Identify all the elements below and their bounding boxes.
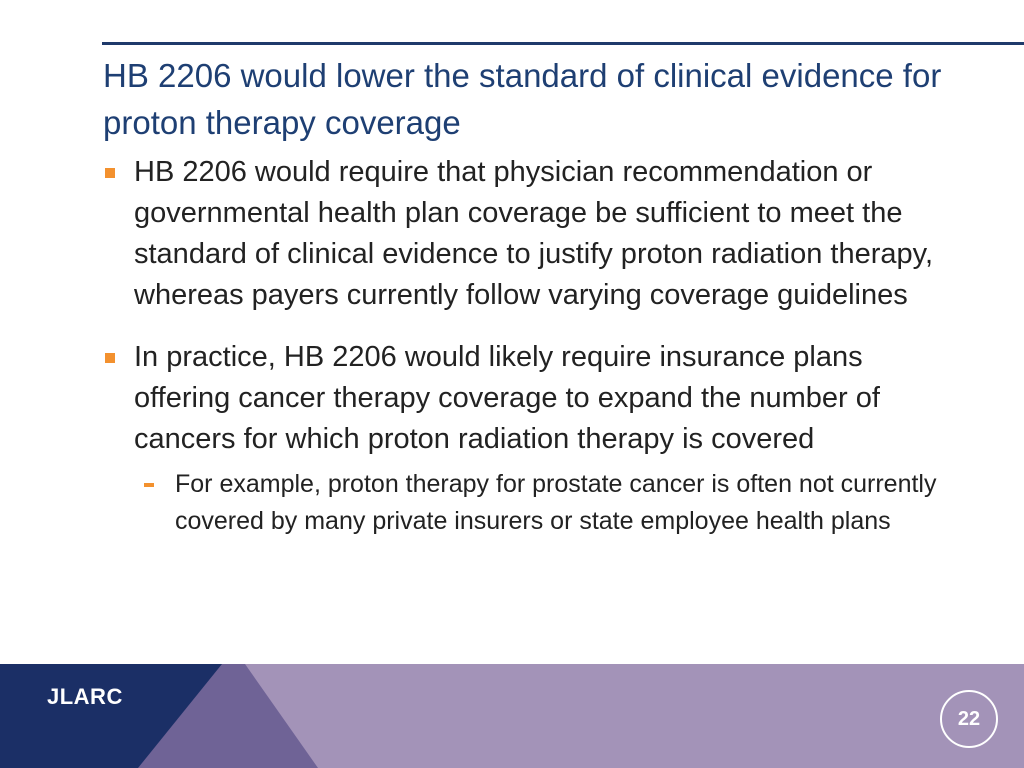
square-bullet-icon <box>105 168 115 178</box>
footer-band: JLARC 22 <box>0 664 1024 768</box>
square-bullet-icon <box>105 353 115 363</box>
slide-body: HB 2206 would require that physician rec… <box>103 152 963 540</box>
footer-background <box>0 664 1024 768</box>
bullet-item: In practice, HB 2206 would likely requir… <box>103 337 963 460</box>
dash-bullet-icon <box>144 483 154 487</box>
bullet-text: In practice, HB 2206 would likely requir… <box>134 341 880 455</box>
footer-navy-band <box>0 664 222 768</box>
bullet-item: HB 2206 would require that physician rec… <box>103 152 963 316</box>
sub-bullet-text: For example, proton therapy for prostate… <box>175 470 937 535</box>
jlarc-logo: JLARC <box>47 684 123 709</box>
page-number-badge: 22 <box>940 690 998 748</box>
title-rule <box>102 42 1024 45</box>
bullet-text: HB 2206 would require that physician rec… <box>134 156 934 311</box>
sub-bullet-item: For example, proton therapy for prostate… <box>103 466 963 540</box>
slide-title: HB 2206 would lower the standard of clin… <box>103 57 942 141</box>
